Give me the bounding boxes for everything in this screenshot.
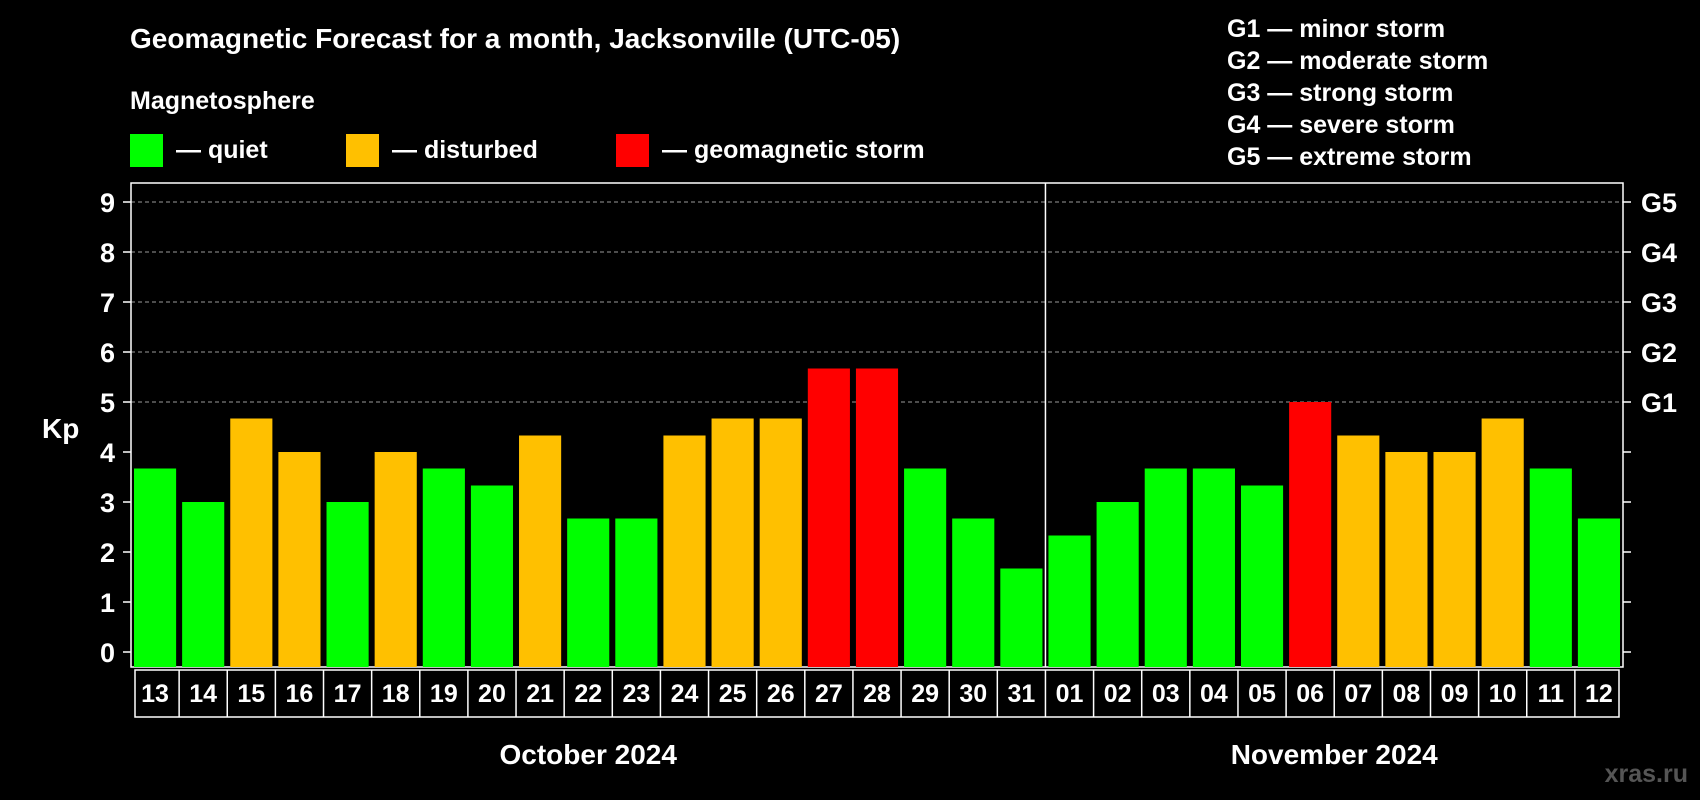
day-label-10: 10	[1489, 680, 1517, 708]
storm-scale-g4: G4 — severe storm	[1227, 111, 1455, 139]
day-label-07: 07	[1344, 680, 1372, 708]
bar-23	[615, 518, 658, 667]
bar-20	[470, 485, 514, 667]
day-label-22: 22	[574, 680, 602, 708]
bar-26	[759, 418, 802, 667]
y-tick-label-8: 8	[100, 238, 115, 268]
day-label-23: 23	[622, 680, 650, 708]
storm-scale-g3: G3 — strong storm	[1227, 79, 1453, 107]
day-label-08: 08	[1393, 680, 1421, 708]
bar-01	[1048, 535, 1091, 667]
bar-02	[1096, 502, 1139, 667]
bar-17	[326, 502, 369, 667]
y-axis-label: Kp	[42, 413, 79, 444]
legend-label-storm: — geomagnetic storm	[662, 136, 925, 164]
bar-31	[1000, 568, 1043, 667]
day-label-11: 11	[1538, 680, 1565, 708]
bar-11	[1529, 468, 1572, 667]
day-label-14: 14	[189, 680, 217, 708]
y-tick-label-7: 7	[100, 288, 115, 318]
bar-13	[134, 468, 177, 667]
month-label: October 2024	[500, 739, 678, 770]
bar-03	[1144, 468, 1187, 667]
bar-09	[1433, 452, 1476, 667]
bar-06	[1289, 402, 1332, 667]
legend-swatch-quiet	[130, 134, 163, 167]
day-label-13: 13	[141, 680, 169, 708]
day-label-box	[134, 669, 1620, 718]
legend-label-disturbed: — disturbed	[392, 136, 538, 164]
day-label-20: 20	[478, 680, 506, 708]
right-axis-label-G4: G4	[1641, 238, 1677, 268]
day-label-02: 02	[1104, 680, 1132, 708]
day-label-30: 30	[959, 680, 987, 708]
storm-scale: G1 — minor storm G2 — moderate storm G3 …	[1227, 15, 1488, 171]
day-label-09: 09	[1441, 680, 1469, 708]
day-label-25: 25	[719, 680, 747, 708]
y-tick-label-1: 1	[100, 588, 115, 618]
bar-12	[1577, 518, 1620, 667]
day-label-15: 15	[237, 680, 265, 708]
bar-08	[1385, 452, 1428, 667]
legend-label-quiet: — quiet	[176, 136, 268, 164]
y-tick-label-9: 9	[100, 188, 115, 218]
day-label-18: 18	[382, 680, 410, 708]
y-tick-label-3: 3	[100, 488, 115, 518]
day-label-31: 31	[1007, 680, 1035, 708]
bar-30	[952, 518, 995, 667]
legend-heading: Magnetosphere	[130, 87, 315, 115]
legend-swatch-storm	[616, 134, 649, 167]
day-label-03: 03	[1152, 680, 1180, 708]
month-label: November 2024	[1231, 739, 1438, 770]
bar-25	[711, 418, 754, 667]
day-label-06: 06	[1296, 680, 1324, 708]
y-tick-label-6: 6	[100, 338, 115, 368]
day-label-16: 16	[286, 680, 314, 708]
bar-07	[1337, 435, 1380, 667]
right-axis-label-G1: G1	[1641, 388, 1677, 418]
storm-scale-g2: G2 — moderate storm	[1227, 47, 1488, 75]
bar-21	[519, 435, 562, 667]
day-label-21: 21	[526, 680, 554, 708]
right-axis-label-G3: G3	[1641, 288, 1677, 318]
bar-16	[278, 452, 321, 667]
storm-scale-g5: G5 — extreme storm	[1227, 143, 1472, 171]
day-label-27: 27	[815, 680, 843, 708]
watermark: xras.ru	[1605, 760, 1688, 788]
chart-title: Geomagnetic Forecast for a month, Jackso…	[130, 23, 900, 54]
bar-05	[1240, 485, 1284, 667]
bar-10	[1481, 418, 1524, 667]
day-label-29: 29	[911, 680, 939, 708]
bar-18	[374, 452, 417, 667]
day-label-01: 01	[1056, 680, 1084, 708]
day-label-19: 19	[430, 680, 458, 708]
bar-19	[422, 468, 465, 667]
bar-15	[230, 418, 273, 667]
legend-swatch-disturbed	[346, 134, 379, 167]
bar-04	[1192, 468, 1235, 667]
legend: — quiet — disturbed — geomagnetic storm	[130, 134, 925, 167]
bar-28	[855, 368, 899, 667]
y-tick-label-0: 0	[100, 638, 115, 668]
right-axis-label-G2: G2	[1641, 338, 1677, 368]
y-tick-label-5: 5	[100, 388, 115, 418]
bar-24	[663, 435, 706, 667]
y-tick-label-4: 4	[100, 438, 115, 468]
day-label-04: 04	[1200, 680, 1228, 708]
right-axis-label-G5: G5	[1641, 188, 1677, 218]
storm-scale-g1: G1 — minor storm	[1227, 15, 1445, 43]
bar-27	[807, 368, 850, 667]
y-tick-label-2: 2	[100, 538, 115, 568]
bar-22	[567, 518, 610, 667]
day-label-28: 28	[863, 680, 891, 708]
day-label-05: 05	[1248, 680, 1276, 708]
day-label-12: 12	[1585, 680, 1613, 708]
bar-29	[904, 468, 947, 667]
day-label-26: 26	[767, 680, 795, 708]
bar-14	[182, 502, 225, 667]
day-label-24: 24	[671, 680, 699, 708]
day-label-17: 17	[334, 680, 362, 708]
